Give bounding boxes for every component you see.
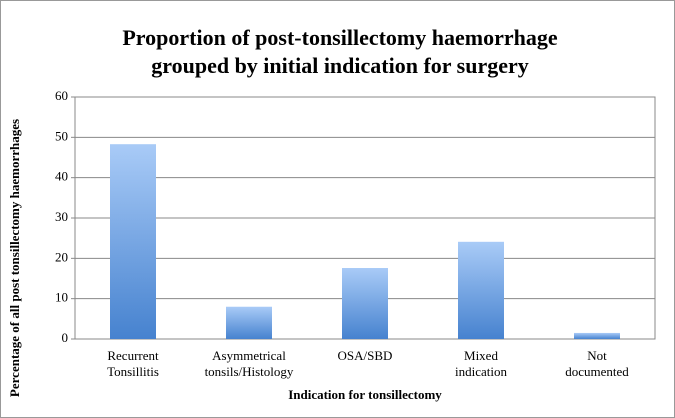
y-tick-label: 50 [55, 128, 68, 143]
bar [110, 144, 156, 339]
y-tick-label: 20 [55, 249, 68, 264]
y-tick-label: 30 [55, 209, 68, 224]
x-tick-label: OSA/SBD [337, 348, 393, 363]
x-tick-label: Asymmetrical tonsils/Histology [204, 348, 294, 379]
chart-title: Proportion of post-tonsillectomy haemorr… [122, 25, 557, 50]
x-axis-label: Indication for tonsillectomy [288, 387, 442, 402]
y-tick-label: 40 [55, 169, 68, 184]
x-tick-label: Mixed indication [455, 348, 507, 379]
bar [458, 241, 504, 339]
y-tick-label: 0 [62, 330, 69, 345]
x-tick-label-box: Not documented [565, 348, 629, 379]
y-axis-label: Percentage of all post tonsillectomy hae… [7, 119, 22, 397]
x-tick-label: Recurrent Tonsillitis [107, 348, 159, 379]
y-tick-label: 60 [55, 88, 68, 103]
x-tick-label-box: Asymmetrical tonsils/Histology [204, 348, 294, 379]
chart-subtitle: grouped by initial indication for surger… [151, 53, 529, 78]
y-tick-label: 10 [55, 290, 68, 305]
x-tick-label-box: Recurrent Tonsillitis [107, 348, 159, 379]
x-tick-label: Not documented [565, 348, 629, 379]
bar [574, 332, 620, 339]
x-tick-label-box: Mixed indication [455, 348, 507, 379]
bar [226, 306, 272, 339]
bar [342, 268, 388, 339]
x-tick-label-box: OSA/SBD [337, 348, 393, 363]
